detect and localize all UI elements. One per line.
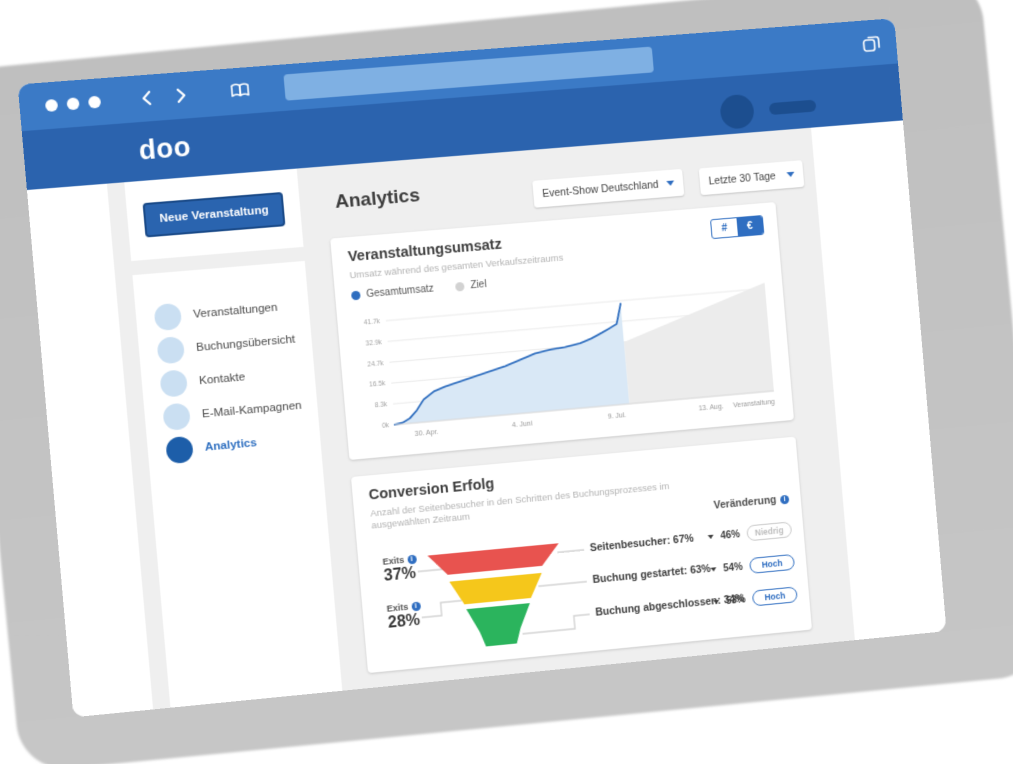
svg-text:32.9k: 32.9k (365, 339, 382, 347)
window-dot-3[interactable] (87, 95, 102, 109)
svg-text:Veranstaltung: Veranstaltung (733, 399, 775, 410)
window-dot-1[interactable] (44, 98, 59, 112)
legend-gesamtumsatz[interactable]: Gesamtumsatz (350, 283, 435, 301)
analytics-icon (165, 435, 194, 465)
legend-label: Gesamtumsatz (365, 283, 435, 301)
sidebar-item-label: E-Mail-Kampagnen (201, 399, 303, 421)
back-icon[interactable] (140, 90, 154, 112)
app-content: Neue Veranstaltung Veranstaltungen Buchu… (26, 120, 947, 718)
decrease-arrow-icon (707, 534, 714, 540)
decrease-arrow-icon (710, 567, 717, 572)
event-filter-value: Event-Show Deutschland (541, 178, 660, 200)
kontakte-icon (159, 369, 189, 398)
legend-ziel[interactable]: Ziel (455, 279, 487, 293)
date-range-value: Letzte 30 Tage (708, 169, 777, 188)
svg-text:13. Aug.: 13. Aug. (698, 403, 724, 412)
status-badge: Hoch (748, 553, 796, 574)
browser-window: doo Neue Veranstaltung Veranstaltungen B… (17, 18, 947, 718)
sidebar-item-label: Kontakte (198, 371, 246, 388)
legend-dot-gray (455, 281, 465, 292)
svg-text:8.3k: 8.3k (375, 401, 389, 409)
sidebar-item-label: Veranstaltungen (192, 301, 279, 321)
decrease-arrow-icon (713, 599, 720, 605)
exit-label: Exits (382, 554, 405, 567)
doo-logo[interactable]: doo (137, 131, 193, 166)
svg-text:0k: 0k (382, 422, 390, 430)
count-toggle-option[interactable]: # (721, 221, 728, 235)
svg-text:16.5k: 16.5k (369, 381, 386, 389)
sidebar-top-panel: Neue Veranstaltung (124, 168, 304, 262)
currency-toggle-option[interactable]: € (736, 216, 764, 236)
user-avatar[interactable] (719, 93, 756, 130)
change-percent: 54% (722, 561, 744, 574)
info-icon[interactable]: i (406, 554, 417, 565)
tabs-overview-icon[interactable] (862, 33, 882, 58)
user-menu-placeholder[interactable] (768, 99, 817, 116)
revenue-area-chart: 0k 8.3k 16.5k 24.7k 32.9k 41.7k 30. Apr. 4. Jun… (364, 282, 786, 438)
email-kampagnen-icon (162, 402, 192, 431)
chart-legend: Gesamtumsatz Ziel (350, 279, 487, 301)
svg-text:9. Jul.: 9. Jul. (608, 412, 627, 421)
svg-text:24.7k: 24.7k (367, 360, 384, 368)
sidebar-item-label: Buchungsübersicht (195, 333, 296, 355)
conversion-funnel-chart (427, 543, 561, 647)
info-icon[interactable]: i (410, 601, 421, 611)
exit-rate-2: Exits i 28% (386, 598, 448, 633)
chevron-down-icon (666, 180, 675, 187)
window-dot-2[interactable] (66, 97, 80, 111)
legend-label: Ziel (470, 279, 488, 292)
svg-text:30. Apr.: 30. Apr. (414, 429, 438, 438)
status-badge: Hoch (751, 586, 798, 607)
status-badge: Niedrig (746, 521, 793, 542)
sidebar-item-label: Analytics (204, 437, 258, 454)
veranstaltungen-icon (153, 302, 183, 332)
new-event-button[interactable]: Neue Veranstaltung (142, 191, 286, 238)
chevron-down-icon (786, 171, 795, 178)
exit-rate-1: Exits i 37% (382, 551, 444, 586)
bookmarks-icon[interactable] (229, 82, 251, 104)
revenue-card: Veranstaltungsumsatz Umsatz während des … (330, 202, 794, 461)
svg-text:4. Juni: 4. Juni (512, 420, 533, 429)
forward-icon[interactable] (174, 87, 188, 109)
buchungsuebersicht-icon (156, 335, 186, 365)
change-percent: 46% (720, 528, 741, 542)
svg-text:41.7k: 41.7k (364, 318, 381, 326)
unit-toggle[interactable]: # € (709, 215, 765, 240)
conversion-card: Conversion Erfolg Anzahl der Seitenbesuc… (350, 436, 812, 674)
legend-dot-blue (350, 290, 361, 301)
change-percent: 53% (725, 593, 747, 607)
